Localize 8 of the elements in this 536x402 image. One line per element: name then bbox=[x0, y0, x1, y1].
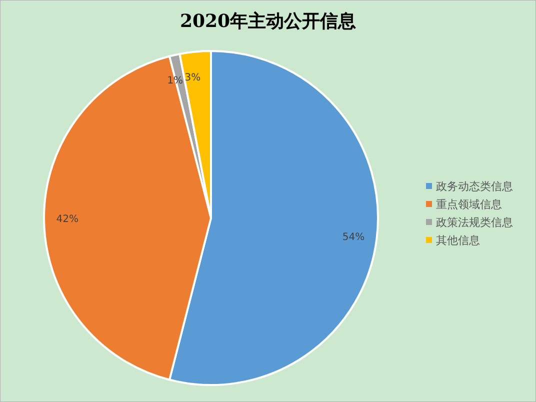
legend-label: 重点领域信息 bbox=[436, 198, 502, 211]
legend-label: 政务动态类信息 bbox=[436, 180, 513, 193]
chart-title: 2020年主动公开信息 bbox=[180, 11, 356, 32]
data-label: 54% bbox=[342, 232, 365, 243]
legend-label: 政策法规类信息 bbox=[436, 216, 513, 229]
data-label: 42% bbox=[56, 214, 78, 225]
data-label: 3% bbox=[184, 72, 201, 84]
legend-label: 其他信息 bbox=[436, 234, 480, 247]
